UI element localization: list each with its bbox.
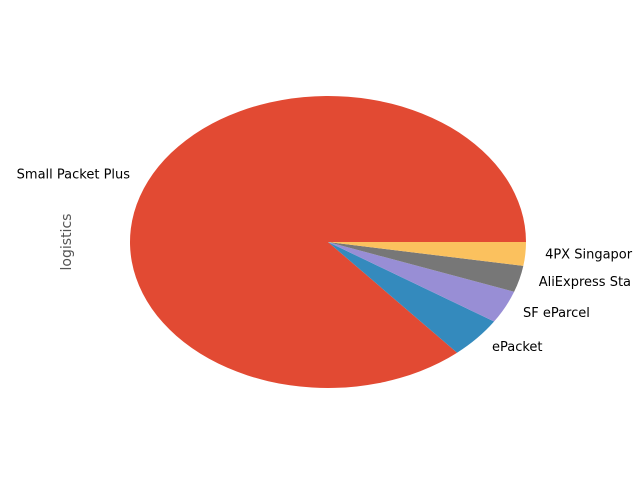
- pie-slice-epacket: [328, 242, 495, 353]
- pie-slice-4px-singapor: [328, 242, 526, 266]
- pie-label-aliexpress-sta: AliExpress Sta: [539, 275, 631, 290]
- pie-slice-small-packet-plus: [130, 95, 527, 388]
- y-axis-label: logistics: [59, 214, 75, 271]
- pie-label-sf-eparcel: SF eParcel: [523, 306, 590, 321]
- pie-slice-sf-eparcel: [328, 242, 515, 322]
- pie-label-small-packet-plus: Small Packet Plus: [17, 168, 131, 183]
- pie-slice-aliexpress-sta: [328, 242, 524, 292]
- pie-labels: Small Packet Plus ePacket SF eParcel AliExp…: [17, 168, 633, 356]
- pie-label-epacket: ePacket: [492, 340, 543, 355]
- pie-slices: [130, 95, 527, 388]
- pie-label-4px-singapor: 4PX Singapor: [545, 248, 633, 263]
